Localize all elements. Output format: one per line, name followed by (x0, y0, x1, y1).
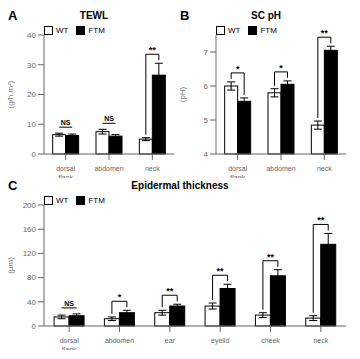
svg-text:abdomen: abdomen (94, 165, 123, 172)
svg-text:160: 160 (23, 225, 37, 234)
html-text:C: C (8, 177, 18, 193)
svg-text:cheek: cheek (261, 337, 280, 344)
svg-text:40: 40 (27, 298, 36, 307)
svg-text:NS: NS (64, 300, 74, 307)
html-text:WT: WT (228, 26, 241, 35)
svg-text:**: ** (149, 45, 157, 55)
html-text:WT: WT (56, 196, 69, 205)
svg-text:**: ** (166, 286, 174, 296)
svg-text:**: ** (217, 266, 225, 276)
svg-text:40: 40 (27, 31, 36, 40)
svg-text:0: 0 (32, 150, 37, 159)
svg-text:dorsalflank: dorsalflank (228, 165, 248, 178)
html-text:Epidermal thickness: Epidermal thickness (131, 179, 229, 191)
html-text:B: B (180, 7, 190, 23)
svg-text:dorsalflank: dorsalflank (56, 165, 76, 178)
svg-text:NS: NS (61, 119, 71, 126)
svg-text:10: 10 (27, 120, 36, 129)
svg-text:*: * (279, 63, 283, 73)
svg-text:(g/h.m²): (g/h.m²) (8, 80, 15, 108)
svg-text:eyelid: eyelid (211, 337, 229, 345)
svg-text:6: 6 (204, 82, 209, 91)
svg-text:0: 0 (32, 322, 37, 331)
svg-text:NS: NS (104, 115, 114, 122)
svg-text:*: * (236, 64, 240, 74)
svg-text:neck: neck (313, 337, 328, 344)
html-text:FTM: FTM (88, 196, 105, 205)
svg-text:neck: neck (145, 165, 160, 172)
svg-text:abdomen: abdomen (105, 337, 134, 344)
svg-text:(μm): (μm) (8, 257, 15, 274)
svg-text:5: 5 (204, 116, 209, 125)
svg-text:80: 80 (27, 273, 36, 282)
svg-text:7: 7 (204, 48, 209, 57)
svg-text:30: 30 (27, 61, 36, 70)
svg-text:**: ** (317, 215, 325, 225)
svg-text:120: 120 (23, 249, 37, 258)
svg-text:dorsalflank: dorsalflank (60, 337, 80, 350)
svg-text:ear: ear (165, 337, 176, 344)
svg-text:(pH): (pH) (180, 86, 187, 102)
html-text:WT: WT (56, 26, 69, 35)
svg-text:20: 20 (27, 90, 36, 99)
html-text:SC pH: SC pH (251, 9, 281, 21)
html-text:A: A (8, 7, 18, 23)
svg-text:**: ** (321, 28, 329, 38)
html-text:FTM: FTM (260, 26, 277, 35)
html-text:FTM: FTM (88, 26, 105, 35)
svg-text:4: 4 (204, 150, 209, 159)
html-text:TEWL: TEWL (79, 9, 109, 21)
svg-text:abdomen: abdomen (266, 165, 295, 172)
svg-text:neck: neck (317, 165, 332, 172)
svg-text:200: 200 (23, 201, 37, 210)
svg-text:**: ** (267, 252, 275, 262)
svg-text:*: * (118, 292, 122, 302)
